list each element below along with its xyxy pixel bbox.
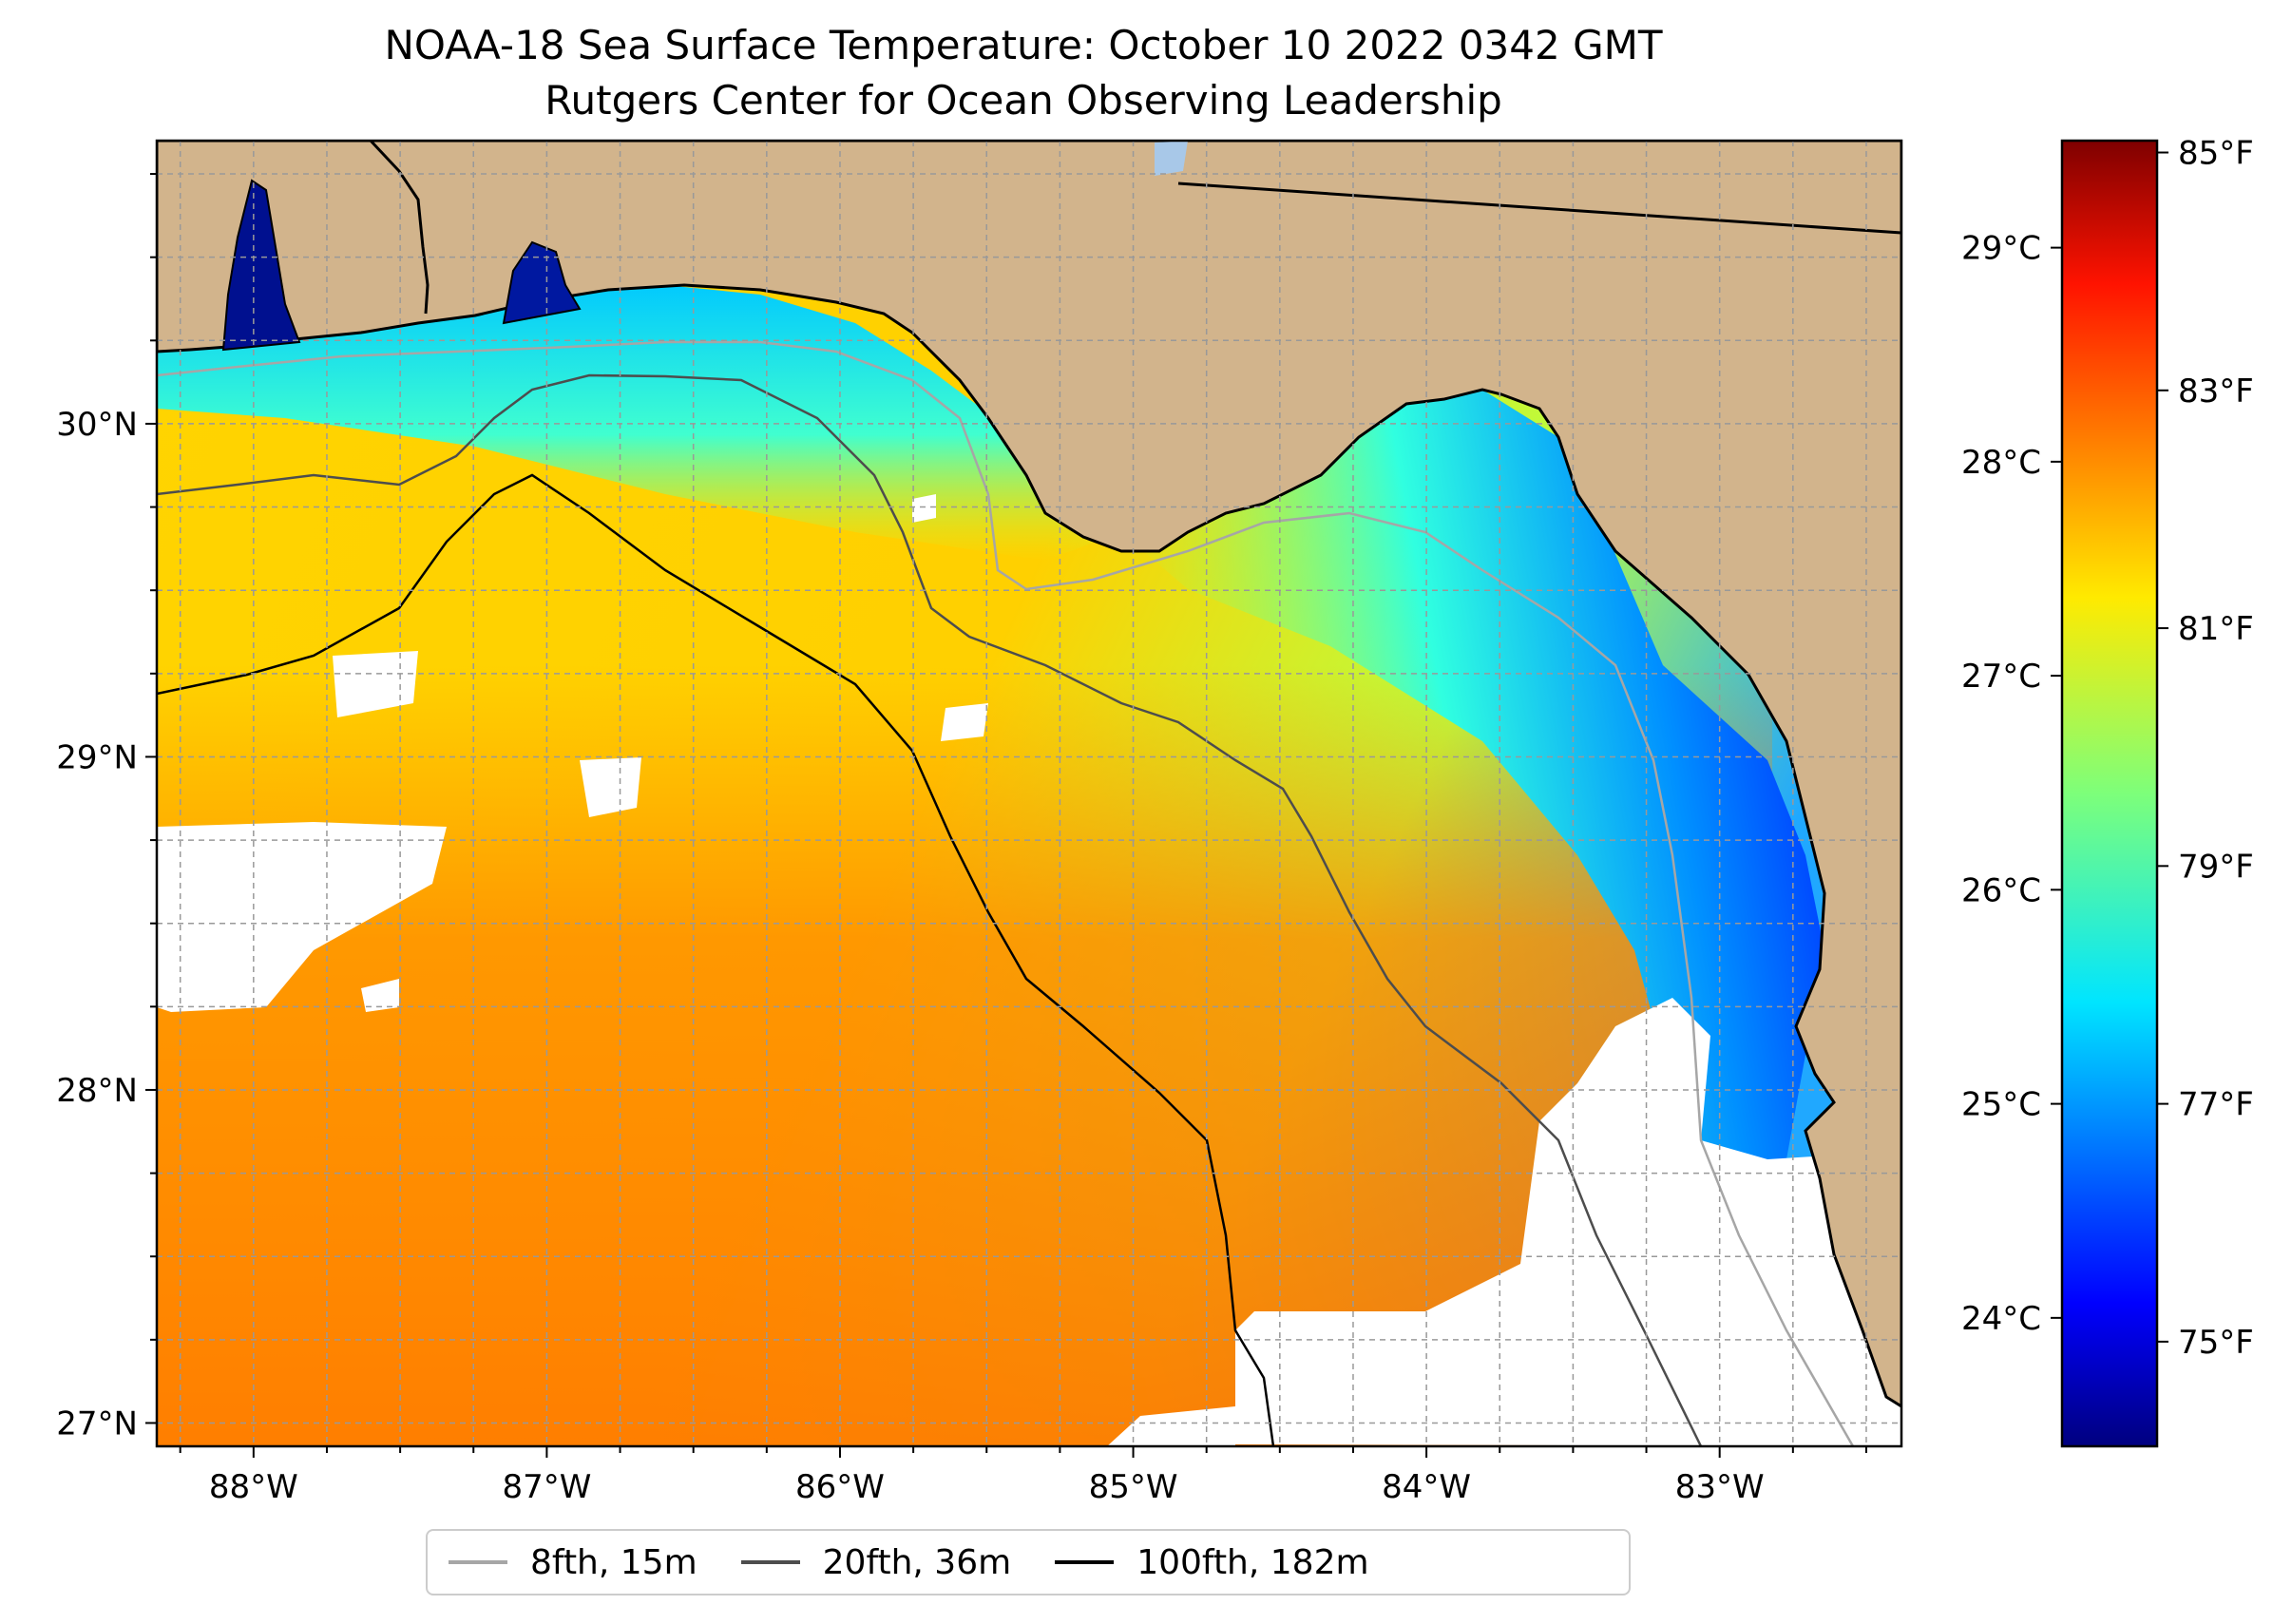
chart-title: NOAA-18 Sea Surface Temperature: October… — [384, 22, 1663, 68]
lat-tick-label: 28°N — [56, 1072, 138, 1110]
chart-subtitle: Rutgers Center for Ocean Observing Leade… — [544, 77, 1502, 124]
celsius-tick-label: 24°C — [1961, 1300, 2041, 1338]
legend-label: 20fth, 36m — [822, 1542, 1012, 1582]
colorbar-gradient — [2060, 139, 2159, 1448]
celsius-tick-label: 28°C — [1961, 444, 2041, 482]
big-bend-cool-water — [1121, 390, 1824, 1159]
no-data-cloud-areas — [157, 494, 1901, 1446]
map-gridlines — [157, 141, 1901, 1446]
legend: 8fth, 15m 20fth, 36m 100fth, 182m — [426, 1529, 1631, 1595]
bathymetry-contours — [157, 340, 1855, 1446]
legend-swatch-100fth — [1055, 1560, 1115, 1564]
map-frame — [155, 139, 1903, 1448]
mobile-bay — [221, 179, 301, 352]
nearshore-cool-band — [157, 280, 1121, 561]
fahrenheit-tick-label: 81°F — [2178, 610, 2254, 648]
legend-item: 100fth, 182m — [1055, 1542, 1369, 1582]
celsius-tick-label: 26°C — [1961, 871, 2041, 909]
legend-swatch-20fth — [740, 1560, 800, 1564]
lat-tick-label: 29°N — [56, 738, 138, 776]
fahrenheit-tick-label: 77°F — [2178, 1086, 2254, 1124]
colorbar: 24°C 25°C 26°C 27°C 28°C 29°C 75°F 77°F 79°F 81°F… — [1961, 135, 2254, 1448]
celsius-tick-label: 27°C — [1961, 658, 2041, 696]
lat-tick-label: 30°N — [56, 406, 138, 444]
fahrenheit-tick-label: 83°F — [2178, 373, 2254, 411]
land-mass — [157, 141, 1901, 1408]
lon-tick-label: 86°W — [795, 1468, 885, 1506]
legend-label: 100fth, 182m — [1136, 1542, 1369, 1582]
state-border-al-fl — [369, 141, 430, 315]
lat-tick-label: 27°N — [56, 1404, 138, 1442]
contour-8fth — [157, 340, 1855, 1446]
pensacola-bay — [502, 240, 582, 325]
legend-item: 20fth, 36m — [740, 1542, 1012, 1582]
celsius-tick-label: 29°C — [1961, 230, 2041, 268]
fahrenheit-tick-label: 85°F — [2178, 135, 2254, 173]
lon-tick-label: 88°W — [209, 1468, 298, 1506]
fahrenheit-tick-label: 79°F — [2178, 848, 2254, 886]
lake — [1155, 141, 1188, 176]
lon-tick-label: 83°W — [1675, 1468, 1765, 1506]
map-area — [157, 141, 1901, 1446]
celsius-tick-label: 25°C — [1961, 1086, 2041, 1124]
legend-swatch-8fth — [449, 1560, 507, 1564]
state-border — [1177, 182, 1901, 235]
contour-20fth — [157, 373, 1703, 1446]
colorbar-ticks: 24°C 25°C 26°C 27°C 28°C 29°C 75°F 77°F 79°F 81°F… — [1961, 135, 2254, 1362]
legend-item: 8fth, 15m — [449, 1543, 697, 1582]
legend-label: 8fth, 15m — [530, 1542, 697, 1582]
lon-tick-label: 84°W — [1382, 1468, 1471, 1506]
contour-100fth — [157, 473, 1275, 1446]
lon-tick-label: 85°W — [1089, 1468, 1178, 1506]
fahrenheit-tick-label: 75°F — [2178, 1324, 2254, 1362]
lon-tick-label: 87°W — [502, 1468, 591, 1506]
map-axis-ticks: 88°W 87°W 86°W 85°W 84°W 83°W 27°N 28°N 29°N 30°N — [56, 173, 1867, 1506]
